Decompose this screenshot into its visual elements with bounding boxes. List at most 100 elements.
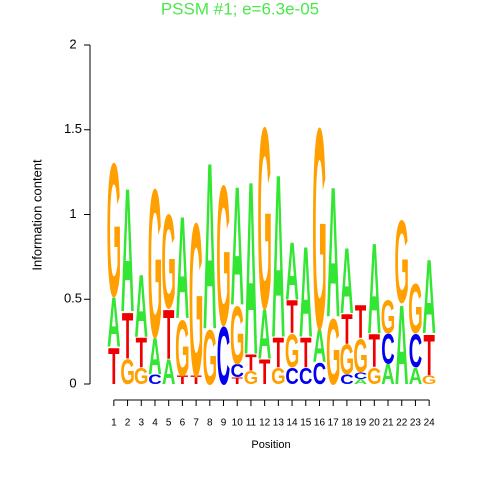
logo-letter: G <box>257 74 271 363</box>
logo-letter: G <box>312 70 326 390</box>
logo-letter: G <box>271 364 285 390</box>
x-tick-label: 1 <box>111 418 117 429</box>
x-tick-label: 13 <box>273 418 285 429</box>
x-tick-label: 20 <box>369 418 381 429</box>
x-tick-label: 16 <box>314 418 326 429</box>
logo-letter: A <box>203 112 216 378</box>
logo-letter: C <box>285 364 298 390</box>
logo-letter: G <box>408 269 422 348</box>
x-tick-label: 24 <box>424 418 436 429</box>
logo-letter: T <box>245 350 256 376</box>
logo-letter: G <box>422 374 436 387</box>
x-tick-label: 14 <box>287 418 299 429</box>
logo-letter: C <box>409 325 422 378</box>
y-tick-label: 2 <box>69 36 76 51</box>
logo-letter: A <box>176 187 189 350</box>
logo-letter: G <box>175 304 189 394</box>
logo-letter: G <box>353 330 367 383</box>
logo-letter: T <box>300 328 311 376</box>
logo-letter: G <box>394 196 408 327</box>
logo-letter: G <box>134 364 148 390</box>
x-tick-label: 4 <box>152 418 158 429</box>
logo-letter: T <box>369 325 380 378</box>
logo-letter: T <box>355 296 366 349</box>
logo-letter: C <box>381 325 394 373</box>
x-tick-label: 15 <box>300 418 312 429</box>
y-tick-label: 1 <box>69 206 76 221</box>
logo-letter: G <box>367 364 381 390</box>
x-tick-label: 22 <box>396 418 408 429</box>
logo-letter: T <box>122 300 134 373</box>
logo-letter: A <box>244 131 257 407</box>
x-tick-label: 9 <box>221 418 227 429</box>
logo-letter: T <box>177 374 189 387</box>
logo-letter: T <box>423 323 435 389</box>
logo-letter: A <box>409 364 422 390</box>
x-tick-label: 17 <box>328 418 340 429</box>
logo-letter: C <box>148 372 162 387</box>
logo-letter: A <box>107 282 120 361</box>
y-axis-title: Information content <box>29 159 44 271</box>
logo-letter: G <box>244 367 258 388</box>
x-tick-label: 12 <box>259 418 271 429</box>
logo-letter: C <box>299 364 312 390</box>
x-tick-label: 2 <box>125 418 131 429</box>
logo-letter: C <box>340 372 354 387</box>
logo-letter: G <box>203 314 217 401</box>
logo-letter: C <box>354 371 368 381</box>
logo-letter: G <box>107 123 121 337</box>
logo-letter: A <box>313 320 326 373</box>
y-tick-label: 1.5 <box>64 121 82 136</box>
x-tick-label: 5 <box>166 418 172 429</box>
y-tick-label: 0 <box>69 375 76 390</box>
logo-letter: T <box>190 374 202 387</box>
x-axis-title: Position <box>251 439 290 451</box>
logo-letter: T <box>232 376 243 386</box>
x-tick-label: 6 <box>180 418 186 429</box>
logo-letter: A <box>395 284 408 410</box>
logo-letter: G <box>326 301 340 405</box>
logo-letter: C <box>217 310 230 402</box>
logo-letter: G <box>120 351 134 391</box>
logo-letter: A <box>368 216 381 362</box>
logo-letter: G <box>148 145 162 382</box>
logo-letter: A <box>258 294 271 373</box>
y-tick-label: 0.5 <box>64 291 82 306</box>
logo-letter: A <box>381 359 394 391</box>
chart-title: PSSM #1; e=6.3e-05 <box>161 0 319 18</box>
logo-letter: A <box>422 238 435 356</box>
logo-letter: A <box>272 126 285 387</box>
x-tick-label: 10 <box>232 418 244 429</box>
logo-letter: A <box>354 377 367 385</box>
logo-letter: A <box>299 219 312 365</box>
logo-letter: T <box>286 291 297 344</box>
logo-letter: G <box>189 177 203 422</box>
logo-letter: G <box>381 291 395 344</box>
logo-letter: A <box>285 225 298 317</box>
logo-letter: A <box>148 329 161 386</box>
x-tick-label: 8 <box>207 418 213 429</box>
logo-letter: C <box>231 360 244 381</box>
logo-letter: T <box>163 294 174 373</box>
logo-letter: G <box>285 325 299 378</box>
x-tick-label: 11 <box>246 418 257 429</box>
logo-letter: T <box>273 328 284 376</box>
logo-letter: T <box>136 328 147 376</box>
logo-letter: A <box>326 149 339 357</box>
logo-letter: C <box>313 357 326 391</box>
logo-letter: G <box>216 144 230 368</box>
logo-letter: A <box>162 351 175 391</box>
x-tick-label: 3 <box>138 418 144 429</box>
logo-letter: T <box>108 339 119 396</box>
logo-letter: T <box>259 351 270 391</box>
logo-letter: A <box>231 151 244 341</box>
x-tick-label: 23 <box>410 418 422 429</box>
x-tick-label: 18 <box>341 418 353 429</box>
logo-letter: G <box>161 187 175 337</box>
logo-letter: A <box>340 230 353 334</box>
x-tick-label: 7 <box>193 418 199 429</box>
logo-letter: A <box>135 256 148 356</box>
x-tick-label: 19 <box>355 418 367 429</box>
logo-letter: T <box>341 304 352 352</box>
